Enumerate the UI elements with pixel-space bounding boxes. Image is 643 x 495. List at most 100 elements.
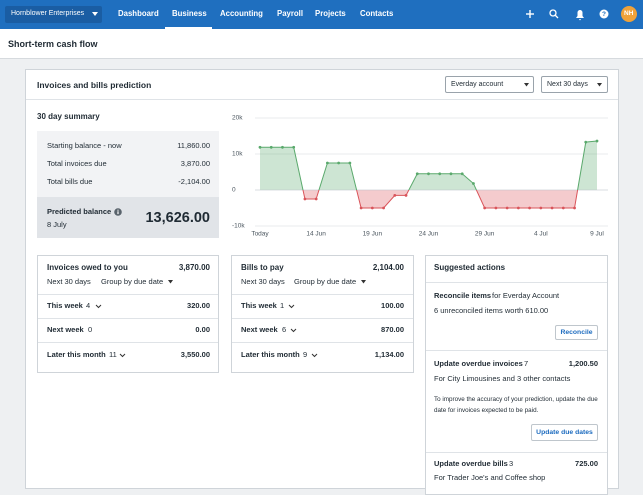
- suggested-panel: [425, 255, 608, 495]
- action-button[interactable]: Reconcile: [555, 325, 598, 340]
- data-point: [516, 206, 520, 210]
- row-amount: 1,134.00: [374, 350, 404, 359]
- panel-period[interactable]: Next 30 days: [47, 277, 91, 286]
- data-point: [348, 161, 352, 165]
- org-name[interactable]: Hornblower Enterprises: [11, 10, 85, 17]
- summary-label: Total bills due: [47, 177, 93, 186]
- action-description: For City Limousines and 3 other contacts: [434, 374, 571, 383]
- data-point: [269, 145, 273, 149]
- page-title: Short-term cash flow: [8, 39, 98, 49]
- divider: [38, 294, 218, 295]
- panel-group-by[interactable]: Group by due date: [101, 277, 164, 286]
- data-point: [281, 145, 284, 149]
- x-tick-label: 24 Jun: [419, 231, 439, 238]
- chevron[interactable]: [119, 353, 126, 358]
- predicted-label: Predicted balance: [47, 207, 112, 216]
- account-select-text: Everday account: [451, 81, 504, 88]
- help-icon[interactable]: [599, 9, 609, 19]
- nav-item[interactable]: Projects: [315, 9, 346, 18]
- panel-group-by[interactable]: Group by due date: [294, 277, 357, 286]
- x-tick-label: 29 Jun: [475, 231, 495, 238]
- org-switcher[interactable]: [5, 6, 102, 23]
- data-point: [472, 182, 475, 185]
- x-tick-label: 4 Jul: [534, 231, 548, 238]
- title-bar: [0, 29, 643, 59]
- period-select-text: Next 30 days: [547, 81, 588, 88]
- search-icon[interactable]: [549, 9, 559, 19]
- summary-box: [37, 131, 219, 197]
- data-point: [393, 194, 397, 197]
- action-button[interactable]: Update due dates: [531, 424, 598, 441]
- cashflow-chart: 20k 10k 0 -10k Today 14 Jun 19 Jun 24 Jun 29 Jun…: [232, 115, 608, 238]
- y-tick-label: 10k: [232, 151, 243, 158]
- row-amount: 3,550.00: [180, 350, 210, 359]
- predicted-box: [37, 197, 219, 238]
- action-description: For Trader Joe's and Coffee shop: [434, 473, 546, 482]
- nav-item[interactable]: Business: [172, 9, 207, 18]
- y-tick-label: -10k: [232, 223, 245, 230]
- divider: [232, 342, 413, 343]
- data-point: [561, 206, 565, 210]
- data-point: [438, 172, 442, 176]
- data-point: [449, 172, 453, 176]
- panel-title: Invoices owed to you: [47, 263, 128, 272]
- panel-period[interactable]: Next 30 days: [241, 277, 285, 286]
- divider: [426, 350, 607, 351]
- period-select[interactable]: Next 30 days: [541, 76, 608, 93]
- predicted-value: 13,626.00: [145, 210, 210, 226]
- nav-item[interactable]: Contacts: [360, 9, 394, 18]
- action-count: 7: [524, 359, 529, 368]
- row-count: 11: [109, 350, 117, 359]
- panel-total: 2,104.00: [372, 263, 404, 272]
- data-point: [370, 206, 374, 210]
- nav-icons: ?: [526, 6, 637, 22]
- help-glyph: ?: [602, 11, 606, 18]
- divider: [232, 318, 413, 319]
- y-tick-label: 20k: [232, 115, 243, 122]
- data-point: [483, 206, 487, 210]
- info-icon[interactable]: [114, 208, 122, 216]
- row-amount: 100.00: [381, 301, 404, 310]
- caret: [597, 83, 602, 87]
- nav-item[interactable]: Accounting: [220, 9, 263, 18]
- add-icon[interactable]: [526, 10, 534, 18]
- x-tick-label: 9 Jul: [590, 231, 604, 238]
- divider: [232, 294, 413, 295]
- row-count: 0: [88, 325, 93, 334]
- row-label: This week: [241, 301, 277, 310]
- chevron[interactable]: [95, 304, 102, 309]
- summary-label: Total invoices due: [47, 159, 107, 168]
- row-count: 9: [303, 350, 308, 359]
- row-count: 1: [280, 301, 285, 310]
- card-title: Invoices and bills prediction: [37, 80, 152, 90]
- row-label: Next week: [241, 325, 278, 334]
- bell-icon[interactable]: [576, 10, 584, 21]
- nav-item[interactable]: Dashboard: [118, 9, 159, 18]
- data-point: [550, 206, 554, 210]
- nav-item[interactable]: Payroll: [277, 9, 304, 18]
- area-below: [260, 190, 597, 208]
- chevron[interactable]: [288, 304, 295, 309]
- x-tick-label: 19 Jun: [363, 231, 383, 238]
- chevron[interactable]: [311, 353, 318, 358]
- data-point: [326, 161, 329, 165]
- area-above: [260, 141, 597, 190]
- top-nav: [0, 0, 643, 29]
- panel-title: Bills to pay: [241, 263, 284, 272]
- action-context: for Everday Account: [492, 291, 560, 300]
- row-amount: 0.00: [195, 325, 210, 334]
- action-title: Update overdue invoices: [434, 359, 523, 368]
- data-point: [595, 139, 599, 143]
- avatar[interactable]: [621, 6, 637, 22]
- data-point: [415, 172, 419, 176]
- data-point: [584, 140, 588, 144]
- data-point: [303, 197, 307, 201]
- chevron[interactable]: [290, 328, 297, 333]
- invoices-panel: [37, 255, 219, 373]
- account-select[interactable]: Everday account: [445, 76, 534, 93]
- action-note: To improve the accuracy of your predicti…: [434, 396, 598, 414]
- y-tick-label: 0: [232, 187, 236, 194]
- caret: [361, 280, 366, 284]
- data-point: [258, 145, 262, 149]
